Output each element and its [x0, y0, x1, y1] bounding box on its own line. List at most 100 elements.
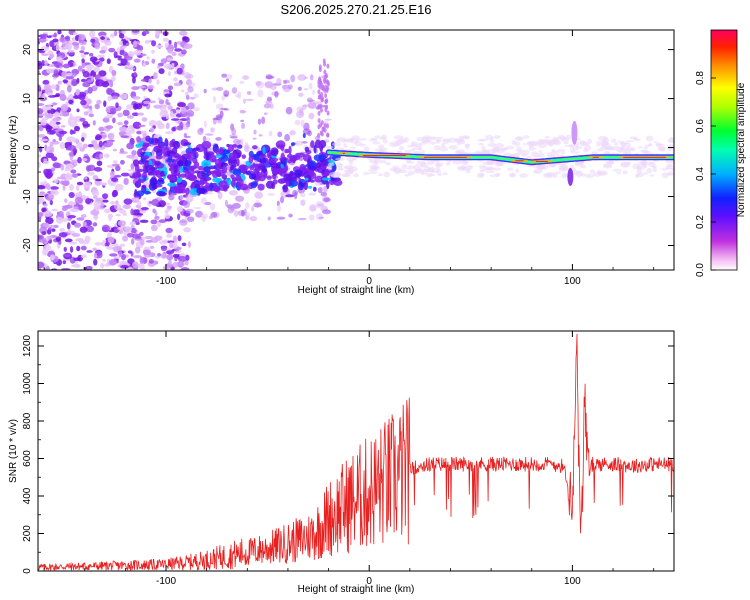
spectrogram-cell	[317, 104, 321, 110]
colorbar-tick-label: 0.0	[695, 263, 706, 277]
spectrogram-cell	[46, 228, 52, 235]
spectrogram-cell	[47, 235, 53, 240]
spectrogram-cell	[214, 169, 224, 177]
spectrogram-cell	[168, 194, 175, 201]
snr-ytick-label: 800	[22, 412, 33, 429]
spectrogram-cell	[429, 141, 437, 145]
spectrogram-cell	[106, 246, 114, 250]
snr-series-line	[38, 333, 674, 571]
spectrogram-cell	[92, 222, 98, 227]
spectrogram-cell	[136, 168, 144, 173]
spectrogram-cell	[203, 88, 207, 94]
spectrogram-cell	[613, 142, 619, 146]
spectrogram-cell	[46, 68, 52, 74]
spectrogram-cell	[140, 53, 147, 57]
spectrogram-cell	[560, 164, 568, 170]
spectrogram-cell	[223, 90, 230, 97]
spectrogram-cell	[46, 104, 52, 111]
spectrogram-cell	[43, 203, 48, 207]
spectrogram-cell	[134, 189, 138, 196]
spectrogram-cell	[336, 138, 341, 143]
spectrogram-cell	[38, 146, 43, 153]
spectrogram-cell	[172, 146, 178, 155]
spectrogram-cell	[103, 100, 107, 107]
spectrogram-cell	[149, 127, 155, 133]
spectrogram-cell	[143, 30, 150, 35]
spectrogram-cell	[122, 212, 128, 216]
spectrogram-cell	[369, 171, 378, 174]
spectrogram-cell	[131, 112, 140, 117]
spectrogram-cell	[414, 163, 423, 167]
spectrogram-cell	[303, 181, 309, 191]
spectrogram-cell	[151, 49, 155, 54]
spectrogram-cell	[41, 33, 49, 39]
spectrogram-cell	[245, 202, 250, 209]
spectrogram-cell	[57, 210, 64, 218]
spectrogram-cell	[100, 262, 105, 269]
spectrogram-cell	[71, 232, 81, 238]
spectrogram-cell	[60, 103, 69, 112]
spectrogram-cell	[71, 80, 78, 87]
spectrogram-cell	[264, 81, 273, 89]
spectrogram-cell	[218, 146, 224, 155]
spectrogram-cell	[225, 78, 230, 82]
spectrogram-cell	[284, 148, 290, 154]
spectrogram-cell	[117, 57, 123, 61]
spectrogram-cell	[182, 36, 188, 41]
spectrogram-cell	[80, 46, 86, 51]
spectrogram-cell	[62, 260, 67, 265]
spectrogram-cell	[229, 165, 235, 170]
spectrogram-cell	[54, 178, 59, 184]
spectrogram-cell	[202, 135, 207, 143]
spectrogram-cell	[216, 86, 224, 91]
spectrogram-cell	[538, 142, 547, 149]
spectrogram-cell	[619, 141, 626, 147]
spectrogram-cell	[212, 117, 219, 121]
spectrogram-cell	[133, 40, 138, 48]
spectrogram-cell	[229, 206, 236, 211]
spectrogram-cell	[167, 174, 176, 180]
spectrogram-cell	[477, 143, 485, 146]
spectrogram-xtick-label: -100	[156, 276, 176, 287]
spectrogram-cell	[173, 250, 182, 253]
spectrogram-cell	[633, 136, 638, 140]
spectrogram-cell	[321, 126, 325, 132]
spectrogram-cell	[193, 161, 200, 169]
spectrogram-cell	[241, 122, 245, 130]
spectrogram-cell	[649, 174, 655, 177]
spectrogram-cell	[106, 232, 112, 238]
spectrogram-cell	[643, 146, 649, 150]
spectrogram-cell	[69, 120, 78, 128]
spectrogram-cell	[324, 118, 332, 121]
spectrogram-cell	[187, 241, 191, 248]
spectrogram-cell	[308, 214, 315, 221]
spectrogram-cell	[38, 211, 44, 218]
spectrogram-cell	[43, 168, 50, 176]
spectrogram-cell	[167, 71, 171, 77]
spectrogram-cell	[158, 68, 165, 75]
spectrogram-cell	[592, 171, 602, 177]
spectrogram-cell	[40, 46, 49, 52]
spectrogram-cell	[76, 245, 81, 252]
spectrogram-cell	[80, 254, 87, 259]
spectrogram-cell	[122, 45, 127, 49]
spectrogram-cell	[530, 151, 539, 157]
spectrogram-cell	[252, 137, 257, 140]
spectrogram-cell	[169, 110, 174, 118]
spectrogram-cell	[297, 182, 304, 191]
spectrogram-cell	[130, 238, 135, 245]
spectrogram-cell	[74, 35, 80, 42]
spectrogram-cell	[323, 69, 327, 75]
spectrogram-cell	[178, 30, 188, 36]
spectrogram-cell	[61, 111, 70, 117]
spectrogram-cell	[155, 30, 162, 36]
spectrogram-cell	[68, 201, 77, 206]
spectrogram-cell	[369, 164, 377, 171]
spectrogram-cell	[85, 64, 95, 69]
spectrogram-cell	[69, 246, 74, 253]
spectrogram-cell	[537, 152, 545, 158]
spectrogram-cell	[98, 126, 105, 132]
snr-ytick-label: 1000	[22, 372, 33, 395]
spectrogram-cell	[323, 170, 330, 177]
